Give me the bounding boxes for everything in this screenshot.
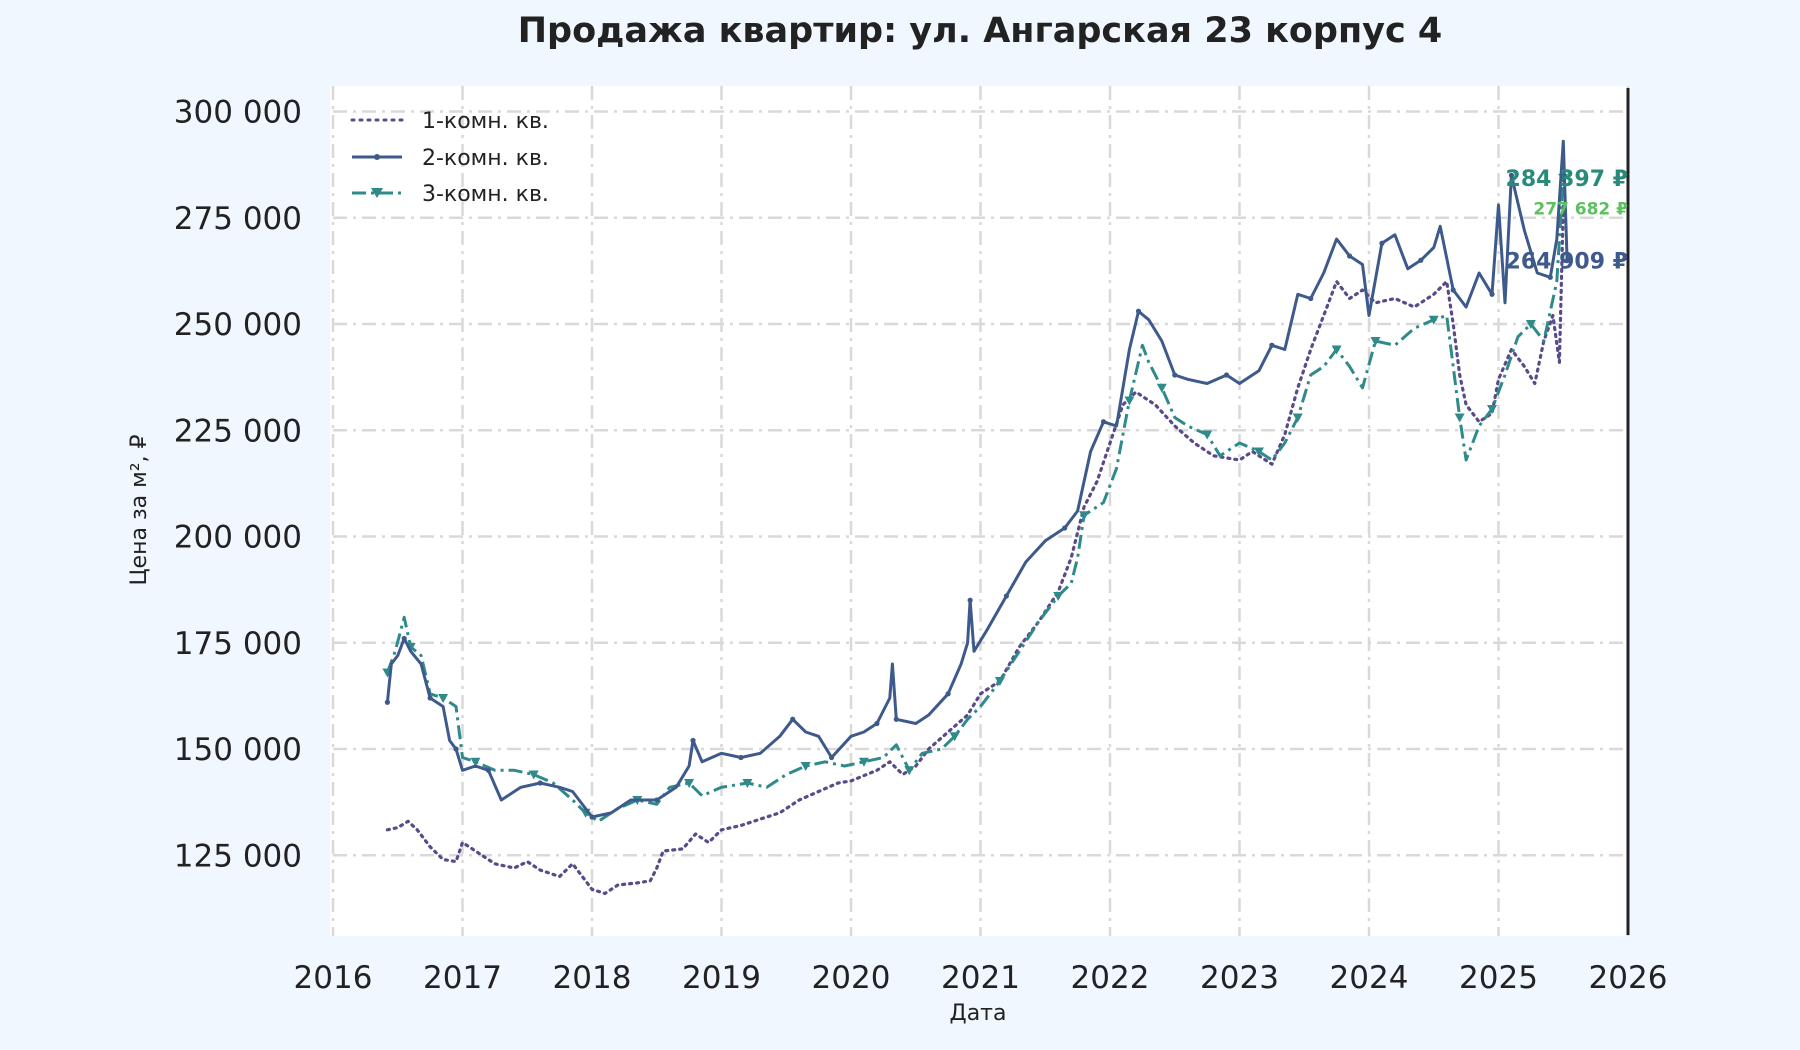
x-tick-label: 2022 bbox=[1071, 960, 1150, 996]
data-point bbox=[1223, 372, 1230, 378]
x-axis-label: Дата bbox=[950, 1001, 1007, 1026]
data-point bbox=[1370, 337, 1381, 346]
data-point bbox=[690, 737, 696, 744]
data-point bbox=[654, 797, 660, 803]
x-tick-label: 2026 bbox=[1589, 960, 1668, 996]
data-point bbox=[1003, 593, 1010, 599]
data-point bbox=[589, 814, 595, 820]
data-point bbox=[401, 635, 407, 642]
data-point bbox=[1269, 342, 1275, 348]
x-tick-label: 2021 bbox=[941, 960, 1020, 996]
data-point bbox=[1053, 592, 1064, 601]
series-line bbox=[385, 139, 1569, 819]
data-point bbox=[1308, 295, 1314, 302]
x-axis-ticks: 2016 2017 2018 2019 2020 2021 2022 2023 2024 2025… bbox=[294, 960, 1668, 996]
legend-label-3room: 3-комн. кв. bbox=[422, 182, 549, 207]
data-point bbox=[1454, 413, 1465, 423]
x-tick-label: 2019 bbox=[682, 960, 761, 996]
data-point bbox=[994, 677, 1005, 686]
data-point bbox=[874, 720, 880, 727]
legend-label-2room: 2-комн. кв. bbox=[422, 146, 549, 171]
data-point bbox=[485, 767, 491, 773]
y-tick-label: 125 000 bbox=[174, 838, 302, 874]
data-point bbox=[1450, 287, 1456, 293]
data-point bbox=[790, 716, 796, 722]
data-point bbox=[384, 699, 390, 705]
y-tick-label: 275 000 bbox=[174, 201, 302, 237]
x-tick-label: 2024 bbox=[1330, 960, 1409, 996]
data-point bbox=[537, 780, 543, 786]
data-point bbox=[1100, 419, 1107, 425]
x-tick-label: 2023 bbox=[1200, 960, 1279, 996]
x-tick-label: 2017 bbox=[423, 960, 502, 996]
end-value-label: 284 397 ₽ bbox=[1506, 167, 1628, 192]
data-point bbox=[1202, 430, 1213, 440]
y-tick-label: 250 000 bbox=[174, 307, 302, 343]
data-point bbox=[1418, 257, 1424, 263]
x-tick-label: 2016 bbox=[294, 960, 373, 996]
data-point bbox=[453, 746, 459, 752]
data-point bbox=[949, 732, 960, 742]
series-line bbox=[385, 204, 1565, 896]
data-point bbox=[1487, 405, 1498, 414]
data-point bbox=[945, 691, 951, 697]
end-value-label: 277 682 ₽ bbox=[1533, 199, 1628, 219]
data-point bbox=[1079, 511, 1090, 521]
data-point bbox=[470, 757, 481, 767]
x-tick-label: 2018 bbox=[553, 960, 632, 996]
end-value-label: 264 909 ₽ bbox=[1506, 250, 1628, 275]
data-point bbox=[1135, 308, 1142, 314]
data-point bbox=[1489, 291, 1495, 297]
x-tick-label: 2025 bbox=[1459, 960, 1538, 996]
legend-label-1room: 1-комн. кв. bbox=[422, 109, 549, 134]
data-point bbox=[1172, 372, 1178, 378]
data-point bbox=[1292, 413, 1303, 423]
chart-title: Продажа квартир: ул. Ангарская 23 корпус… bbox=[518, 11, 1443, 51]
data-point bbox=[742, 779, 753, 788]
data-series bbox=[382, 139, 1570, 896]
data-point bbox=[1547, 274, 1553, 280]
data-point bbox=[427, 695, 433, 701]
data-point bbox=[1346, 253, 1353, 259]
y-tick-label: 200 000 bbox=[174, 520, 302, 556]
legend: 1-комн. кв. 2-комн. кв. 3-комн. кв. bbox=[350, 109, 549, 207]
data-point bbox=[1331, 345, 1342, 355]
series-line bbox=[385, 177, 1565, 823]
legend-marker-2room bbox=[374, 154, 380, 160]
data-point bbox=[528, 770, 539, 780]
data-point bbox=[1124, 396, 1135, 406]
data-point bbox=[1062, 525, 1068, 531]
data-point bbox=[828, 754, 835, 761]
legend-marker-3room bbox=[371, 188, 383, 198]
y-axis-ticks: 125 000 150 000 175 000 200 000 225 000 250 0… bbox=[174, 95, 302, 875]
data-point bbox=[858, 757, 869, 767]
x-tick-label: 2020 bbox=[812, 960, 891, 996]
data-point bbox=[1379, 240, 1385, 246]
y-tick-label: 150 000 bbox=[174, 732, 302, 768]
data-point bbox=[904, 766, 915, 776]
y-tick-label: 175 000 bbox=[174, 626, 302, 662]
y-tick-label: 300 000 bbox=[174, 95, 302, 131]
data-point bbox=[1156, 383, 1167, 393]
data-point bbox=[893, 716, 899, 722]
data-point bbox=[1428, 315, 1439, 325]
y-axis-label: Цена за м², ₽ bbox=[127, 434, 152, 585]
data-point bbox=[738, 754, 744, 761]
data-point bbox=[684, 779, 695, 788]
data-point bbox=[800, 762, 811, 771]
data-point bbox=[1525, 320, 1536, 329]
data-point bbox=[1564, 258, 1570, 264]
end-value-labels: 284 397 ₽ 277 682 ₽ 264 909 ₽ bbox=[1506, 167, 1629, 275]
data-point bbox=[438, 694, 449, 703]
grid-lines bbox=[331, 86, 1630, 936]
data-point bbox=[967, 597, 973, 603]
data-point bbox=[1508, 172, 1515, 178]
data-point bbox=[1253, 447, 1264, 457]
y-tick-label: 225 000 bbox=[174, 413, 302, 449]
